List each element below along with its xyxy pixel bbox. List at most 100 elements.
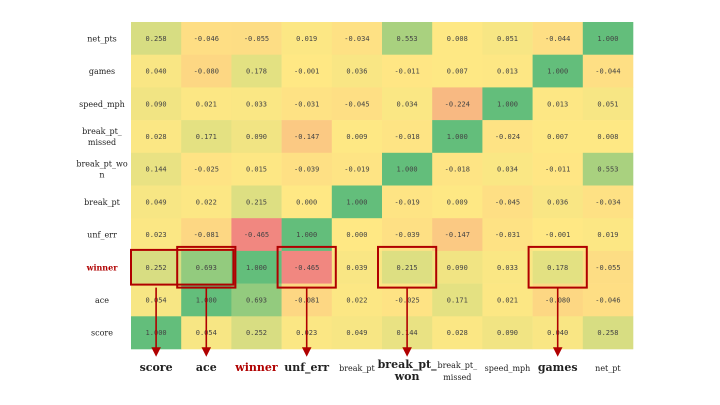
cell-value-break-pt-break-pt: 1.000 [346,198,367,206]
cell-value-break-pt-break-pt-won: -0.019 [394,198,419,206]
cell-break-pt-ace [181,185,232,219]
cell-break-pt-missed-winner [231,120,282,154]
col-label-ace: ace [196,361,217,374]
cell-value-speed-mph-break-pt-missed: -0.224 [445,100,470,108]
cell-value-break-pt-won-ace: -0.025 [194,166,219,174]
cell-value-break-pt-won-score: 0.144 [146,166,167,174]
cell-value-unf-err-unf-err: 1.000 [296,231,317,239]
cell-value-break-pt-winner: 0.215 [246,198,267,206]
cell-value-break-pt-net-pt: -0.034 [595,198,620,206]
cell-break-pt-missed-games [532,120,584,154]
row-label-speed-mph: speed_mph [79,100,125,109]
cell-value-winner-winner: 1.000 [246,264,267,272]
cell-games-winner [231,54,282,88]
row-label-break-pt: break_pt [84,198,120,207]
cell-winner-score [131,250,182,284]
cell-value-break-pt-missed-break-pt: 0.009 [346,133,367,141]
cell-net-pts-speed-mph [482,22,533,55]
cell-value-winner-games: 0.178 [547,264,568,272]
cell-value-net-pts-speed-mph: 0.051 [497,35,518,43]
cell-break-pt-missed-break-pt-missed [432,120,483,154]
cell-value-speed-mph-speed-mph: 1.000 [497,100,518,108]
cell-games-speed-mph [482,54,533,88]
cell-value-break-pt-missed-winner: 0.090 [246,133,267,141]
cell-unf-err-score [131,218,182,252]
cell-winner-break-pt [331,250,383,284]
highlight-row-box [130,248,235,286]
cell-games-break-pt-missed [432,54,483,88]
row-label-break-pt-missed: break_pt_ missed [82,127,122,147]
cell-value-games-speed-mph: 0.013 [497,68,518,76]
annotations [130,245,588,357]
cell-value-net-pts-score: 0.258 [146,35,167,43]
cell-score-break-pt-missed [432,316,483,350]
cell-value-break-pt-won-break-pt-won: 1.000 [397,166,418,174]
cell-value-games-score: 0.040 [146,68,167,76]
cell-value-winner-speed-mph: 0.033 [497,264,518,272]
cell-value-unf-err-break-pt-won: -0.039 [394,231,419,239]
cell-break-pt-missed-net-pt [582,120,634,154]
cell-value-unf-err-break-pt: 0.000 [346,231,367,239]
cell-break-pt-missed-unf-err [281,120,333,154]
cell-winner-speed-mph [482,250,533,284]
row-label-score: score [91,329,113,338]
cell-value-break-pt-games: 0.036 [547,198,568,206]
col-label-score: score [140,361,173,374]
cell-value-break-pt-missed-unf-err: -0.147 [294,133,319,141]
col-label-break-pt: break_pt [339,364,375,373]
cell-value-games-break-pt-won: -0.011 [394,68,419,76]
cell-value-games-unf-err: -0.001 [294,68,319,76]
cell-break-pt-speed-mph [482,185,533,219]
cell-value-break-pt-break-pt-missed: 0.009 [447,198,468,206]
cell-net-pts-break-pt [331,22,383,55]
cell-value-games-games: 1.000 [547,68,568,76]
cell-value-winner-ace: 0.693 [196,264,217,272]
cell-value-speed-mph-games: 0.013 [547,100,568,108]
cell-value-ace-break-pt: 0.022 [346,296,367,304]
cell-value-unf-err-winner: -0.465 [244,231,269,239]
cell-ace-net-pt [582,283,634,317]
cell-value-ace-break-pt-missed: 0.171 [447,296,468,304]
cell-unf-err-net-pt [582,218,634,252]
cell-speed-mph-speed-mph [482,87,533,121]
cell-winner-break-pt-won [382,250,433,284]
cell-net-pts-break-pt-missed [432,22,483,55]
cell-score-net-pt [582,316,634,350]
cell-net-pts-break-pt-won [382,22,433,55]
cell-value-speed-mph-score: 0.090 [146,100,167,108]
cell-value-break-pt-speed-mph: -0.045 [495,198,520,206]
cell-value-ace-net-pt: -0.046 [595,296,620,304]
cell-value-speed-mph-ace: 0.021 [196,100,217,108]
cell-value-break-pt-missed-break-pt-won: -0.018 [394,133,419,141]
cell-ace-break-pt [331,283,383,317]
cell-break-pt-won-score [131,152,182,186]
cell-net-pts-score [131,22,182,55]
cell-score-break-pt [331,316,383,350]
cell-value-break-pt-won-unf-err: -0.039 [294,166,319,174]
col-label-break-pt-won: break_pt_ won [378,358,438,383]
cell-value-break-pt-unf-err: 0.000 [296,198,317,206]
col-label-speed-mph: speed_mph [485,364,531,373]
cell-games-score [131,54,182,88]
col-label-unf-err: unf_err [284,361,329,375]
cell-break-pt-won-games [532,152,584,186]
cell-value-winner-net-pt: -0.055 [595,264,620,272]
cell-value-net-pts-break-pt-won: 0.553 [397,35,418,43]
cell-unf-err-break-pt-won [382,218,433,252]
cell-ace-winner [231,283,282,317]
cell-value-speed-mph-break-pt-won: 0.034 [397,100,418,108]
cell-value-speed-mph-unf-err: -0.031 [294,100,319,108]
cell-value-break-pt-missed-games: 0.007 [547,133,568,141]
cell-net-pts-unf-err [281,22,333,55]
cell-ace-speed-mph [482,283,533,317]
cell-winner-winner [231,250,282,284]
cell-value-unf-err-ace: -0.081 [194,231,219,239]
col-label-winner: winner [234,361,278,374]
cell-break-pt-winner [231,185,282,219]
cell-value-winner-break-pt: 0.039 [346,264,367,272]
row-label-winner: winner [86,262,119,272]
cell-net-pts-net-pt [582,22,634,55]
cell-value-ace-winner: 0.693 [246,296,267,304]
cell-value-break-pt-missed-break-pt-missed: 1.000 [447,133,468,141]
